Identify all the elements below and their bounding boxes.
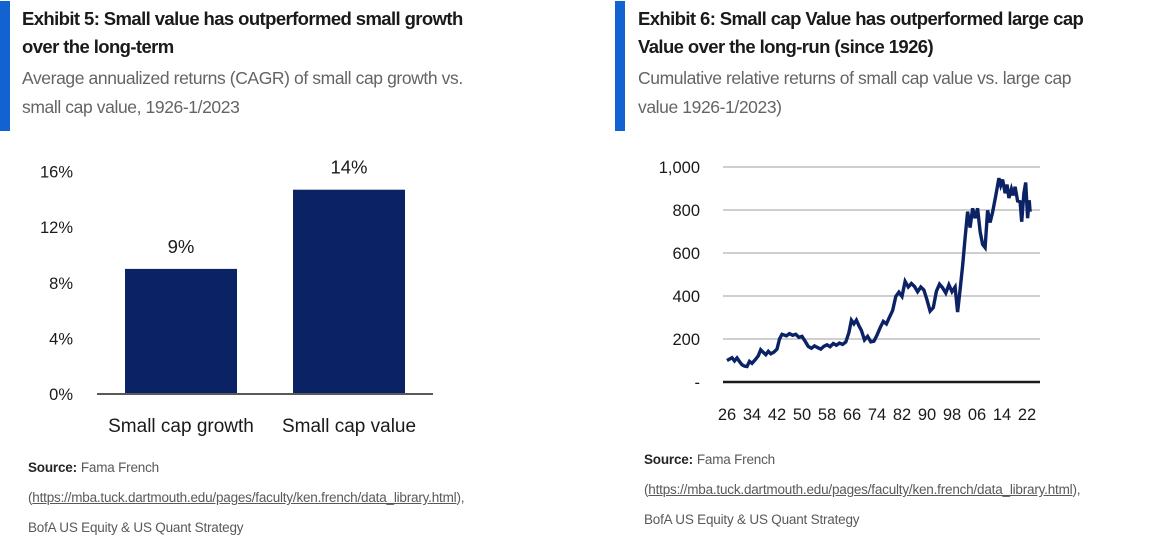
url-paren-open: ( <box>644 482 649 497</box>
source-attribution: BofA US Equity & US Quant Strategy <box>644 512 860 527</box>
x-tick-label: 66 <box>843 406 861 424</box>
bar-small-cap-value <box>293 189 405 394</box>
exhibit6-header: Exhibit 6: Small cap Value has outperfor… <box>638 5 1084 121</box>
exhibit6-accent-bar <box>615 1 625 131</box>
exhibit5-source-note: Source: Fama French (https://mba.tuck.dar… <box>28 460 464 550</box>
y-tick-label: 12% <box>40 219 73 237</box>
source-label: Source: <box>644 452 693 467</box>
x-tick-label: 22 <box>1018 406 1036 424</box>
y-tick-label: 400 <box>672 288 700 306</box>
source-label: Source: <box>28 460 77 475</box>
x-tick-label: 42 <box>768 406 786 424</box>
y-tick-label: 200 <box>672 331 700 349</box>
y-tick-label: 16% <box>40 164 73 182</box>
x-tick-label: 34 <box>743 406 761 424</box>
x-tick-label: 90 <box>918 406 936 424</box>
x-tick-label: 14 <box>993 406 1011 424</box>
x-category-label: Small cap growth <box>108 416 254 437</box>
exhibit6-title-line1: Exhibit 6: Small cap Value has outperfor… <box>638 8 1084 29</box>
exhibit6-subtitle-line2: value 1926-1/2023) <box>638 96 782 117</box>
y-tick-label: 4% <box>49 330 73 348</box>
x-tick-label: 58 <box>818 406 836 424</box>
x-tick-label: 50 <box>793 406 811 424</box>
exhibit5-header: Exhibit 5: Small value has outperformed … <box>22 5 463 121</box>
x-category-label: Small cap value <box>282 416 416 437</box>
y-tick-label: 600 <box>672 245 700 263</box>
source-attribution: BofA US Equity & US Quant Strategy <box>28 520 244 535</box>
source-text: Fama French <box>80 460 159 475</box>
line-chart-svg: - 200 400 600 800 1,000 26 34 42 50 58 66 74 82 90 98 06… <box>659 159 1040 424</box>
exhibit5-subtitle-line1: Average annualized returns (CAGR) of sma… <box>22 68 463 88</box>
bar-chart-svg: 0% 4% 8% 12% 16% 9% Small cap growth 14% Small c… <box>40 157 433 437</box>
exhibit5-subtitle-line2: small cap value, 1926-1/2023 <box>22 96 240 117</box>
y-tick-label: 1,000 <box>659 159 700 177</box>
source-url-link[interactable]: https://mba.tuck.dartmouth.edu/pages/fac… <box>648 482 1073 497</box>
x-tick-label: 26 <box>718 406 736 424</box>
url-paren-open: ( <box>28 490 33 505</box>
url-paren-close: ), <box>1072 482 1081 497</box>
exhibit5-accent-bar <box>0 1 10 131</box>
y-tick-label: 800 <box>672 202 700 220</box>
url-paren-close: ), <box>456 490 465 505</box>
exhibit6-source-note: Source: Fama French (https://mba.tuck.dar… <box>644 452 1080 542</box>
x-tick-label: 98 <box>943 406 961 424</box>
exhibit5-title-line1: Exhibit 5: Small value has outperformed … <box>22 8 463 29</box>
y-tick-label: 8% <box>49 275 73 293</box>
x-tick-label: 06 <box>968 406 986 424</box>
exhibit6-title-line2: Value over the long-run (since 1926) <box>638 36 934 57</box>
x-tick-label: 74 <box>868 406 886 424</box>
x-tick-label: 82 <box>893 406 911 424</box>
y-tick-label: 0% <box>49 386 73 404</box>
exhibit6-subtitle-line1: Cumulative relative returns of small cap… <box>638 68 1072 88</box>
y-tick-label: - <box>695 374 701 392</box>
source-text: Fama French <box>696 452 775 467</box>
bar-value-label: 9% <box>168 236 195 257</box>
exhibit5-title-line2: over the long-term <box>22 36 174 57</box>
bar-value-label: 14% <box>330 157 367 178</box>
exhibit5-panel: Exhibit 5: Small value has outperformed … <box>0 0 586 543</box>
bar-small-cap-growth <box>125 268 237 394</box>
source-url-link[interactable]: https://mba.tuck.dartmouth.edu/pages/fac… <box>32 490 457 505</box>
exhibit6-panel: Exhibit 6: Small cap Value has outperfor… <box>587 0 1173 543</box>
data-series-line <box>726 177 1032 369</box>
